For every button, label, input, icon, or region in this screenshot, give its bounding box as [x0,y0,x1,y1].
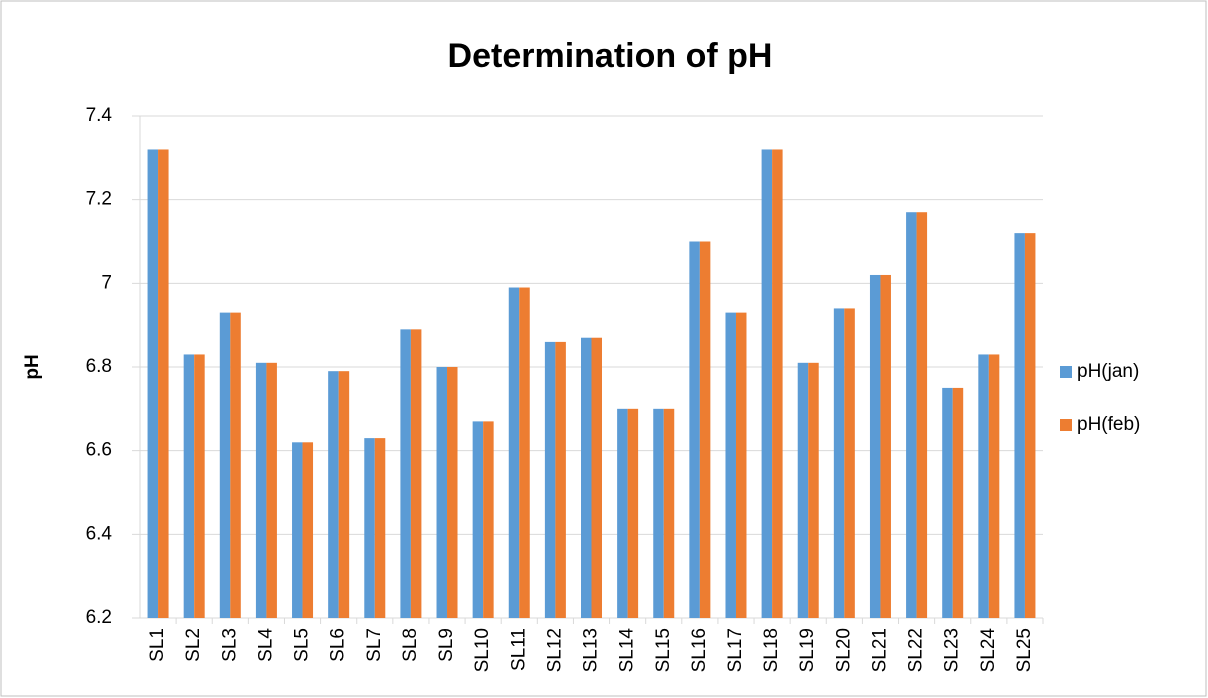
x-tick-label: SL15 [653,628,674,672]
x-tick-label: SL11 [508,628,529,671]
bar [1014,233,1025,618]
x-tick-label: SL18 [761,628,782,672]
bar [627,408,639,618]
legend-label: pH(feb) [1077,414,1140,435]
x-tick-label: SL3 [219,628,240,662]
bar [761,149,773,618]
bar [869,274,881,618]
bar [219,312,231,618]
bar [194,354,205,618]
bar [338,371,350,618]
bar [158,149,169,618]
bar [255,362,267,618]
bar [472,421,484,618]
bar [328,371,339,618]
x-tick-label: SL24 [978,628,999,673]
bar [581,337,592,618]
x-tick-label: SL9 [436,628,457,662]
legend-swatch [1060,419,1072,431]
bar [797,362,809,618]
chart-title: Determination of pH [448,37,773,75]
bar [699,241,711,618]
bar [508,287,520,618]
x-tick-label: SL25 [1014,628,1035,672]
bar [689,241,700,618]
bar [663,408,675,618]
bar [410,329,422,618]
x-tick-label: SL13 [581,628,602,672]
y-tick-label: 6.8 [86,356,112,377]
bar [988,354,1000,618]
bar [266,362,277,618]
bar [653,408,664,618]
bar [772,149,783,618]
x-tick-label: SL22 [906,628,927,672]
bar [952,387,964,618]
bar [544,341,556,618]
x-tick-label: SL4 [255,628,276,662]
x-tick-label: SL12 [544,628,565,672]
x-tick-label: SL5 [292,628,313,662]
y-axis-label: pH [22,354,43,379]
bar [591,337,602,618]
x-tick-label: SL2 [183,628,204,662]
x-tick-label: SL7 [364,628,385,662]
bar [302,442,314,618]
bar [292,442,303,618]
x-tick-label: SL1 [147,628,168,662]
x-tick-label: SL19 [797,628,818,672]
x-tick-label: SL21 [869,628,890,672]
y-tick-label: 7 [101,272,112,293]
x-tick-label: SL14 [617,628,638,673]
legend-swatch [1060,366,1072,378]
bar [230,312,241,618]
bar [183,354,195,618]
bar [483,421,494,618]
y-tick-label: 7.2 [86,189,112,210]
bar [147,149,159,618]
x-tick-label: SL16 [689,628,710,672]
bar [833,308,845,618]
x-tick-label: SL8 [400,628,421,662]
bar [617,408,628,618]
y-tick-label: 6.6 [86,440,112,461]
bar [436,367,448,618]
x-tick-label: SL6 [328,628,349,662]
bar [916,212,928,618]
bar [519,287,530,618]
bar [942,387,953,618]
x-tick-label: SL10 [472,628,493,672]
bar [735,312,747,618]
bar [447,367,458,618]
bar [725,312,736,618]
bar [808,362,819,618]
x-tick-label: SL17 [725,628,746,672]
bar [555,341,566,618]
y-tick-label: 6.4 [86,523,113,544]
y-tick-label: 6.2 [86,607,112,628]
bar [906,212,917,618]
y-tick-label: 7.4 [86,105,113,126]
bar [880,274,891,618]
bar [844,308,855,618]
bar [364,438,375,618]
bar [400,329,411,618]
x-tick-label: SL23 [942,628,963,672]
bar [374,438,386,618]
bar [1024,233,1036,618]
legend-label: pH(jan) [1077,361,1139,382]
x-tick-label: SL20 [833,628,854,672]
bar [978,354,989,618]
